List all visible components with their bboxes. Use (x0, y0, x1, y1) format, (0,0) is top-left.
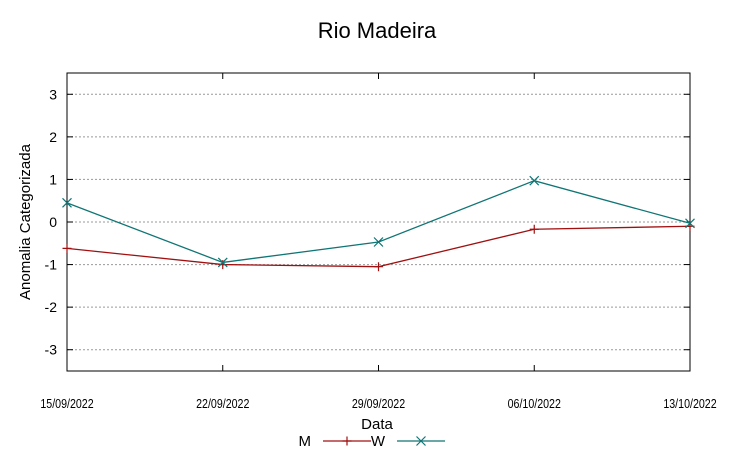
y-tick-label: 3 (49, 86, 57, 102)
data-point-M (374, 262, 383, 272)
legend-label: W (371, 433, 386, 450)
chart-title: Rio Madeira (318, 18, 437, 43)
data-point-W (529, 175, 540, 186)
x-tick-label: 15/09/2022 (40, 396, 93, 411)
x-tick-label: 06/10/2022 (508, 396, 561, 411)
data-point-W (62, 197, 72, 208)
y-tick-label: 0 (49, 214, 57, 230)
legend-label: M (299, 433, 312, 450)
data-point-W (373, 237, 384, 247)
x-tick-label: 22/09/2022 (196, 396, 249, 411)
x-tick-label: 13/10/2022 (663, 396, 716, 411)
legend-marker-M (342, 436, 352, 446)
series (62, 175, 695, 272)
data-point-W (217, 257, 228, 268)
x-axis-ticks: 15/09/2022 22/09/2022 29/09/2022 06/10/2022… (40, 73, 717, 411)
data-point-M (218, 260, 228, 270)
x-axis-label: Data (361, 416, 393, 433)
y-tick-label: -1 (45, 257, 58, 273)
series-line-M (66, 225, 691, 268)
legend-marker-W (416, 436, 426, 446)
y-tick-label: 2 (49, 129, 57, 145)
y-tick-label: -2 (45, 299, 58, 315)
grid (67, 93, 690, 351)
data-point-M (529, 224, 539, 234)
y-axis-label: Anomalia Categorizada (17, 143, 34, 300)
y-tick-label: 1 (49, 171, 57, 187)
data-point-M (62, 243, 72, 253)
data-point-W (685, 218, 695, 229)
x-tick-label: 29/09/2022 (352, 396, 405, 411)
y-tick-label: -3 (45, 342, 58, 358)
